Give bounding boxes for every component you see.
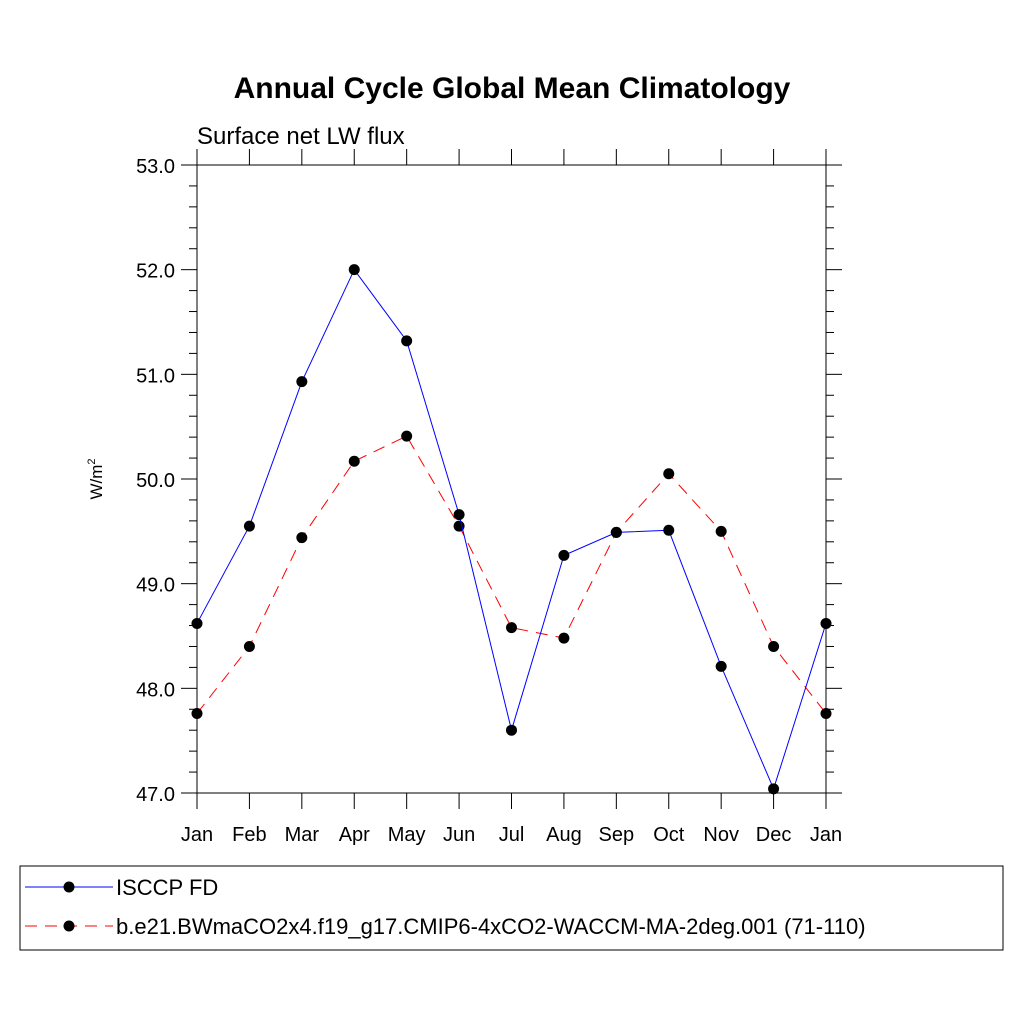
chart-title: Annual Cycle Global Mean Climatology [234, 72, 791, 105]
x-axis-tick-labels: Jan Feb Mar Apr May Jun Jul Aug Sep Oct Nov Dec Jan [181, 824, 842, 846]
data-point [401, 335, 413, 347]
x-tick-label: Aug [546, 824, 582, 846]
legend-marker [63, 881, 75, 893]
data-point [820, 617, 832, 629]
series-line [196, 435, 827, 714]
x-tick-label: Nov [703, 824, 739, 846]
y-tick-label: 47.0 [136, 784, 175, 806]
legend: ISCCP FD b.e21.BWmaCO2x4.f19_g17.CMIP6-4x… [25, 875, 866, 939]
data-point [348, 264, 360, 276]
data-point [243, 640, 255, 652]
series-layer [191, 264, 832, 795]
data-point [506, 622, 517, 634]
data-point [401, 430, 413, 442]
y-tick-label: 53.0 [136, 156, 175, 178]
x-tick-label: Oct [653, 824, 685, 846]
data-point [820, 707, 832, 719]
data-point [768, 783, 780, 795]
x-tick-label: Jan [810, 824, 842, 846]
y-tick-label: 50.0 [136, 470, 175, 492]
data-point [663, 524, 675, 536]
x-tick-label: Dec [756, 824, 792, 846]
x-tick-label: Apr [339, 824, 370, 846]
legend-box [19, 865, 1004, 951]
data-point [453, 520, 465, 532]
data-point [715, 525, 727, 537]
x-tick-label: Feb [232, 824, 266, 846]
data-point [348, 455, 360, 467]
legend-label: ISCCP FD [116, 875, 218, 900]
plot-frame [196, 164, 827, 794]
data-point [610, 526, 622, 538]
y-axis-label-superscript: 2 [86, 458, 98, 464]
y-axis-label-base: W/m [87, 465, 106, 500]
data-point [296, 376, 308, 388]
x-tick-label: Mar [285, 824, 320, 846]
data-point [715, 660, 727, 672]
data-point [506, 724, 517, 736]
series-line [196, 268, 827, 791]
y-tick-label: 51.0 [136, 365, 175, 387]
data-point [453, 509, 465, 521]
data-point [191, 617, 203, 629]
y-axis-tick-labels: 53.0 52.0 51.0 50.0 49.0 48.0 47.0 [136, 156, 175, 806]
x-tick-label: May [388, 824, 426, 846]
chart-subtitle: Surface net LW flux [197, 123, 405, 150]
data-point [296, 532, 308, 544]
y-tick-label: 52.0 [136, 261, 175, 283]
legend-label: b.e21.BWmaCO2x4.f19_g17.CMIP6-4xCO2-WACC… [116, 914, 866, 939]
data-point [243, 520, 255, 532]
x-tick-label: Jul [499, 824, 525, 846]
axis-ticks [181, 149, 842, 809]
data-point [558, 632, 570, 644]
y-axis-label: W/m2 [86, 458, 106, 499]
y-tick-label: 48.0 [136, 679, 175, 701]
y-tick-label: 49.0 [136, 575, 175, 597]
data-point [558, 549, 570, 561]
x-tick-label: Jan [181, 824, 213, 846]
legend-marker [63, 920, 75, 932]
x-tick-label: Jun [443, 824, 475, 846]
x-tick-label: Sep [599, 824, 635, 846]
data-point [191, 707, 203, 719]
data-point [768, 640, 780, 652]
data-point [663, 468, 675, 480]
